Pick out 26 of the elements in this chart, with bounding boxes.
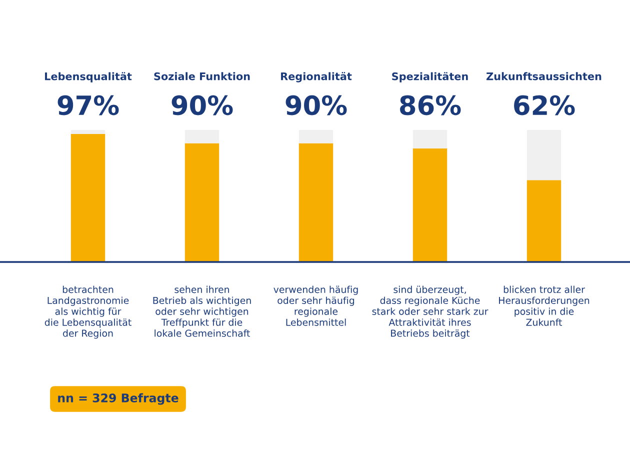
bar (526, 180, 562, 262)
x-tick-label: Lebensqualität (45, 72, 132, 82)
bar (526, 130, 562, 180)
bar (70, 134, 106, 262)
data-label: 90% (172, 95, 233, 116)
bar (184, 143, 220, 262)
x-tick-label: Zukunftsaussichten (486, 72, 602, 80)
bar (70, 130, 106, 134)
text: betrachten Landgastronomie als wichtig für die Lebensqualität der Region (44, 286, 132, 339)
bar (184, 130, 220, 144)
bar (412, 130, 448, 148)
x-tick-label: Regionalität (281, 72, 352, 82)
bar (298, 130, 334, 144)
data-label: 62% (514, 95, 575, 116)
data-label: 86% (400, 95, 461, 116)
data-label: 90% (286, 95, 347, 116)
x-tick-label: Spezialitäten (392, 72, 468, 82)
data-label: 97% (58, 95, 119, 116)
text: sehen ihren Betrieb als wichtigen oder sehr wichtigen Treffpunkt für die lokale Gemeinschaft (153, 286, 251, 337)
bar (298, 143, 334, 262)
text: blicken trotz aller Herausforderungen positiv in die Zukunft (499, 286, 590, 326)
text: nn = 329 Befragte (58, 393, 178, 405)
text: verwenden häufig oder sehr häufig regionale Lebensmittel (274, 286, 358, 326)
x-tick-label: Soziale Funktion (154, 72, 250, 80)
bar (412, 148, 448, 262)
text: sind überzeugt, dass regionale Küche stark oder sehr stark zur Attraktivität ihres Betriebs beiträgt (372, 286, 488, 339)
